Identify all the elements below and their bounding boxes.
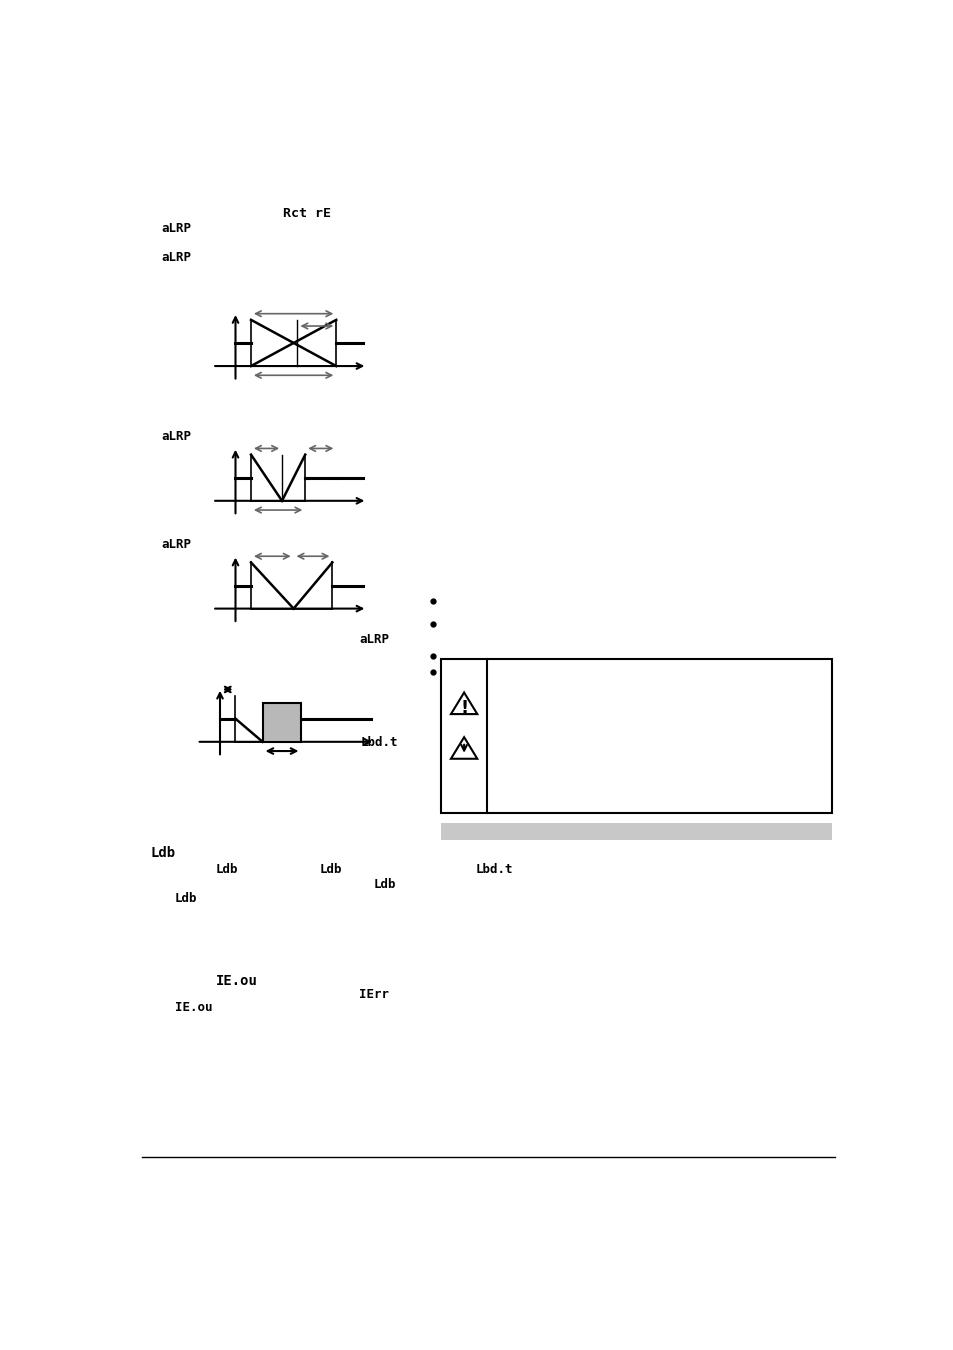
- Text: aLRP: aLRP: [162, 537, 192, 551]
- Text: aLRP: aLRP: [162, 251, 192, 263]
- Text: Ldb: Ldb: [373, 878, 395, 891]
- Text: aLRP: aLRP: [359, 633, 389, 647]
- Bar: [262, 703, 301, 741]
- Text: IErr: IErr: [359, 988, 389, 1002]
- Text: Ldb: Ldb: [150, 845, 175, 860]
- Text: Rct rE: Rct rE: [282, 207, 331, 220]
- Bar: [440, 659, 831, 813]
- Text: Lbd.t: Lbd.t: [476, 863, 513, 876]
- Text: IE.ou: IE.ou: [216, 975, 257, 988]
- Text: Ldb: Ldb: [174, 892, 197, 904]
- Text: Lbd.t: Lbd.t: [360, 736, 398, 749]
- Text: !: !: [459, 699, 468, 717]
- Text: aLRP: aLRP: [162, 221, 192, 235]
- Bar: [440, 822, 831, 840]
- Text: aLRP: aLRP: [162, 429, 192, 443]
- Text: IE.ou: IE.ou: [174, 1002, 213, 1014]
- Text: Ldb: Ldb: [216, 863, 238, 876]
- Text: Ldb: Ldb: [319, 863, 341, 876]
